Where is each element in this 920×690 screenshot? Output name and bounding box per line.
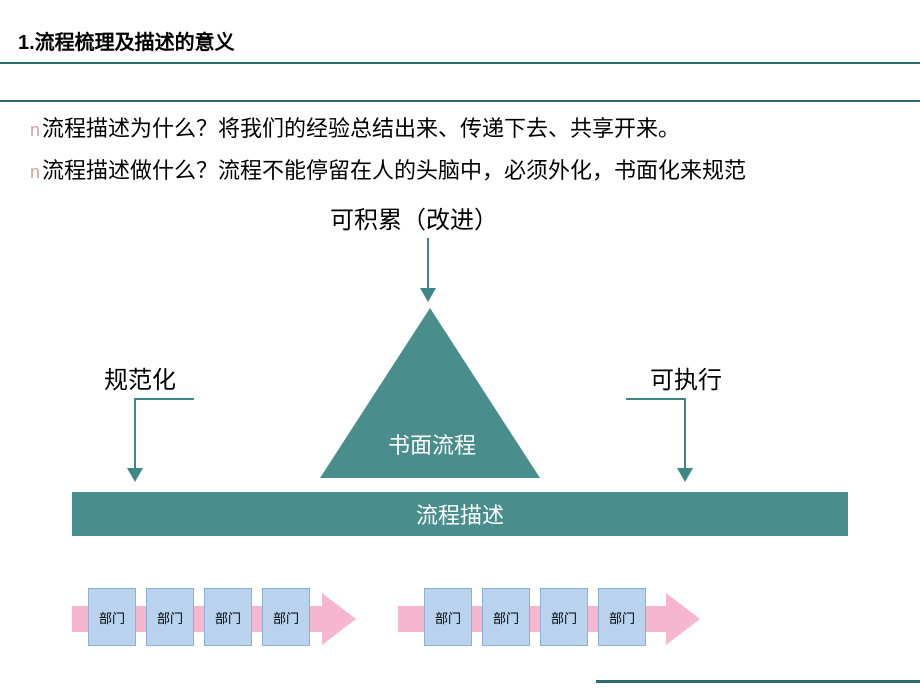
dept-box: 部门 xyxy=(146,588,194,646)
dept-box: 部门 xyxy=(424,588,472,646)
divider-line-1 xyxy=(0,62,920,64)
dept-box: 部门 xyxy=(482,588,530,646)
bullet-1: n流程描述为什么？将我们的经验总结出来、传递下去、共享开来。 xyxy=(30,114,680,145)
process-bar: 流程描述 xyxy=(72,492,848,536)
arrow-horiz xyxy=(134,398,194,400)
dept-box: 部门 xyxy=(204,588,252,646)
arrow-line xyxy=(427,238,429,288)
arrow-horiz xyxy=(626,398,686,400)
arrow-head-icon xyxy=(127,468,143,482)
bullet-2: n流程描述做什么？流程不能停留在人的头脑中，必须外化，书面化来规范 xyxy=(30,156,746,187)
bottom-line xyxy=(596,680,920,683)
arrow-top xyxy=(420,238,436,302)
dept-box: 部门 xyxy=(540,588,588,646)
label-right: 可执行 xyxy=(650,360,722,395)
bullet-prefix: n xyxy=(30,162,40,182)
arrow-head-icon xyxy=(420,288,436,302)
arrow-line xyxy=(134,398,136,468)
arrow-head-icon xyxy=(677,468,693,482)
pink-arrow-head-icon xyxy=(666,593,700,645)
bullet-prefix: n xyxy=(30,120,40,140)
dept-box: 部门 xyxy=(262,588,310,646)
dept-box: 部门 xyxy=(598,588,646,646)
bullet-text: 流程描述做什么？流程不能停留在人的头脑中，必须外化，书面化来规范 xyxy=(42,158,746,183)
label-left: 规范化 xyxy=(104,360,176,395)
bullet-text: 流程描述为什么？将我们的经验总结出来、传递下去、共享开来。 xyxy=(42,116,680,141)
arrow-line xyxy=(684,398,686,468)
page-title: 1.流程梳理及描述的意义 xyxy=(18,26,235,55)
triangle-label: 书面流程 xyxy=(388,428,476,460)
divider-line-2 xyxy=(0,100,920,102)
dept-box: 部门 xyxy=(88,588,136,646)
label-top: 可积累（改进） xyxy=(330,200,498,235)
pink-arrow-head-icon xyxy=(322,593,356,645)
